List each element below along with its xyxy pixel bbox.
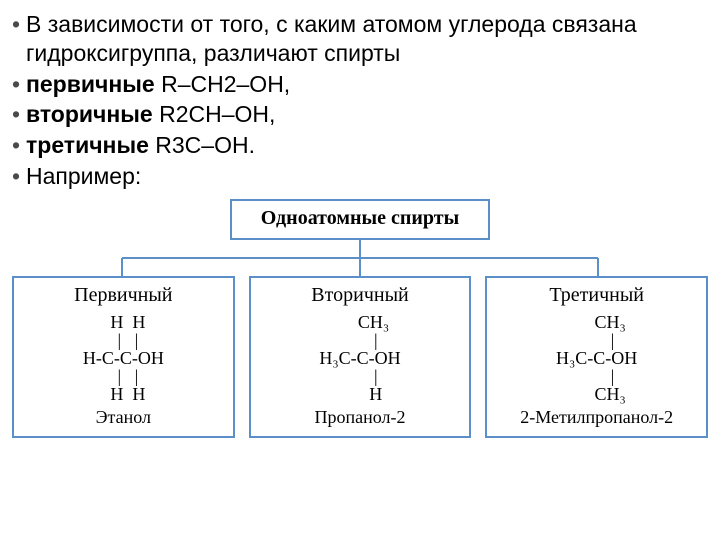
- bullet-tertiary: • третичные R3C–OH.: [12, 131, 708, 160]
- diagram-top-box: Одноатомные спирты: [230, 199, 490, 240]
- secondary-formula: R2CH–OH,: [153, 101, 276, 127]
- bullet-primary: • первичные R–CH2–OH,: [12, 70, 708, 99]
- tertiary-formula: R3C–OH.: [149, 132, 255, 158]
- bullet-list: • В зависимости от того, с каким атомом …: [12, 10, 708, 191]
- card-primary-title: Первичный: [22, 284, 225, 307]
- card-tertiary: Третичный CH₃ | H₃C-C-OH | CH₃ 2-Метилпр…: [485, 276, 708, 438]
- secondary-label: вторичные: [26, 101, 153, 127]
- diagram-top-title: Одноатомные спирты: [261, 207, 459, 229]
- bullet-dot-icon: •: [12, 70, 26, 99]
- bullet-dot-icon: •: [12, 100, 26, 129]
- card-tertiary-title: Третичный: [495, 284, 698, 307]
- bullet-dot-icon: •: [12, 162, 26, 191]
- bullet-example-text: Например:: [26, 162, 708, 191]
- cards-row: Первичный H H | | H-C-C-OH | | H H Этано…: [12, 276, 708, 438]
- primary-formula: R–CH2–OH,: [155, 71, 290, 97]
- card-secondary-formula: CH₃ | H₃C-C-OH | H: [259, 313, 462, 403]
- bullet-intro-text: В зависимости от того, с каким атомом уг…: [26, 10, 708, 68]
- bullet-secondary: • вторичные R2CH–OH,: [12, 100, 708, 129]
- card-primary-name: Этанол: [22, 407, 225, 428]
- primary-label: первичные: [26, 71, 155, 97]
- bullet-dot-icon: •: [12, 131, 26, 160]
- classification-diagram: Одноатомные спирты Первичный H H | | H-C…: [12, 199, 708, 438]
- bullet-example: • Например:: [12, 162, 708, 191]
- card-primary: Первичный H H | | H-C-C-OH | | H H Этано…: [12, 276, 235, 438]
- card-primary-formula: H H | | H-C-C-OH | | H H: [22, 313, 225, 403]
- bullet-intro: • В зависимости от того, с каким атомом …: [12, 10, 708, 68]
- bullet-tertiary-text: третичные R3C–OH.: [26, 131, 708, 160]
- bullet-secondary-text: вторичные R2CH–OH,: [26, 100, 708, 129]
- card-secondary-name: Пропанол-2: [259, 407, 462, 428]
- card-tertiary-name: 2-Метилпропанол-2: [495, 407, 698, 428]
- bullet-primary-text: первичные R–CH2–OH,: [26, 70, 708, 99]
- card-secondary-title: Вторичный: [259, 284, 462, 307]
- tertiary-label: третичные: [26, 132, 149, 158]
- card-secondary: Вторичный CH₃ | H₃C-C-OH | H Пропанол-2: [249, 276, 472, 438]
- card-tertiary-formula: CH₃ | H₃C-C-OH | CH₃: [495, 313, 698, 403]
- connector-lines-icon: [12, 240, 708, 276]
- bullet-dot-icon: •: [12, 10, 26, 39]
